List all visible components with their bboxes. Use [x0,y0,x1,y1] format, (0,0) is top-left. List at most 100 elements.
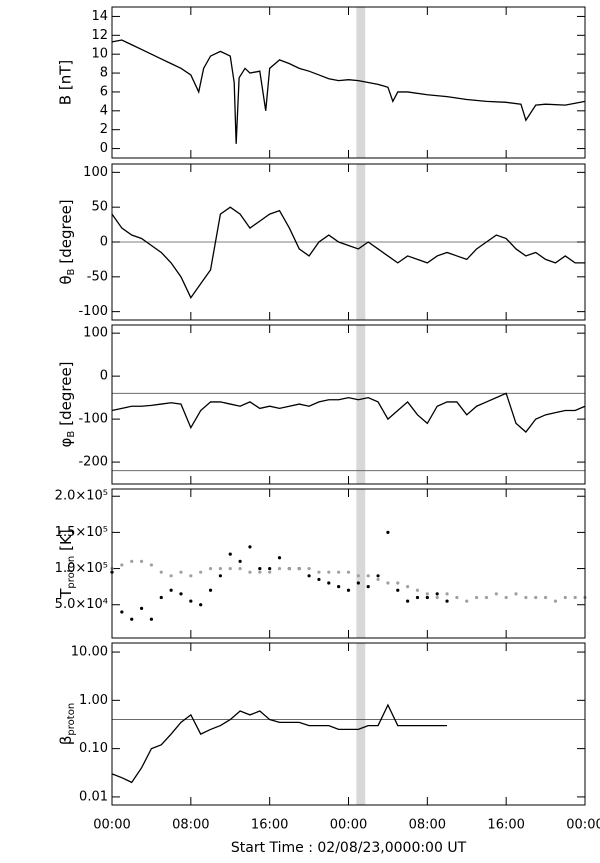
y-tick-label: 5.0×10⁴ [55,597,108,612]
data-point [396,581,400,585]
data-point [139,559,144,563]
data-point [484,595,489,600]
data-point [199,570,203,574]
data-point [277,566,282,571]
y-tick-label: 100 [83,326,108,341]
y-tick-label: 1.0×10⁵ [55,561,108,576]
panel: 0 2 4 6 8 10 12 14 B [nT] [57,6,586,159]
data-line [111,703,448,784]
data-point [563,595,567,600]
data-point [179,570,183,574]
data-point [543,595,548,600]
data-point [327,570,331,574]
data-line [111,392,586,433]
y-tick-label: 2 [100,122,108,137]
y-tick-label: 4 [100,103,108,118]
data-point [386,530,390,534]
y-label-symbol: β [57,736,75,746]
data-point [169,574,173,578]
y-tick-label: -200 [78,455,108,470]
highlight-band [356,489,366,638]
data-point [415,595,420,600]
data-point [228,552,232,556]
y-tick-label: 12 [91,28,108,43]
data-point [248,570,252,574]
panel: -100 -50 0 50 100 θB [degree] [57,163,586,321]
y-label-symbol: φ [57,438,75,448]
data-point [396,588,400,592]
data-point [425,592,429,596]
plot-frame [111,642,586,806]
y-tick-label: 1.00 [79,693,108,708]
y-tick-label: 100 [83,165,108,180]
data-point [287,566,291,571]
data-point [445,592,449,596]
data-point [179,592,183,596]
panel: 5.0×10⁴ 1.0×10⁵ 1.5×10⁵ 2.0×10⁵ Tproton [K] [55,488,587,639]
data-point [415,588,420,592]
data-point [139,606,144,610]
x-axis-label: Start Time : 02/08/23,0000:00 UT [231,840,467,856]
plot-frame [111,6,586,159]
x-tick-label: 00:00 [330,818,367,833]
data-point [268,566,272,571]
y-label-subscript: B [66,268,77,275]
data-point [337,570,341,574]
panel: 0.01 0.10 1.00 10.00 00:00 08:00 16:00 00:00 08:… [57,642,600,856]
data-point [189,574,193,578]
highlight-band [356,643,366,805]
data-point [297,566,301,571]
data-point [435,592,439,596]
data-point [218,574,222,578]
data-point [356,574,360,578]
x-tick-label: 00:00 [566,818,600,833]
y-tick-label: 14 [91,9,108,24]
data-point [445,599,449,603]
data-point [475,595,479,600]
panel: -200 -100 0 100 φB [degree] [57,324,586,485]
y-tick-label: 0.01 [79,789,108,804]
data-point [238,566,242,571]
data-point [573,595,577,600]
data-point [238,559,242,563]
data-point [120,563,124,567]
data-point [317,577,321,582]
data-point [553,599,558,603]
x-tick-label: 00:00 [93,818,130,833]
data-point [356,581,360,585]
data-point [504,595,508,600]
y-tick-label: 2.0×10⁵ [55,489,108,504]
data-point [327,581,331,585]
y-tick-label: 8 [100,66,108,81]
data-point [307,574,311,578]
data-point [218,566,222,571]
y-tick-label: -50 [87,269,108,284]
y-tick-label: 0 [100,141,108,156]
data-point [268,570,272,574]
data-point [406,585,410,589]
data-point [258,566,262,571]
data-point [534,595,538,600]
data-point [366,585,370,589]
y-label-subscript: B [66,431,77,438]
data-point [514,592,518,596]
y-label-unit: [degree] [57,199,75,263]
y-axis-label: Tproton [K] [57,529,78,598]
data-point [159,595,163,600]
data-point [386,581,390,585]
y-label-unit: [degree] [57,361,75,425]
y-tick-label: 10 [91,47,108,62]
data-point [346,570,351,574]
data-point [406,599,410,603]
highlight-band [356,325,366,484]
y-tick-label: 6 [100,84,108,99]
data-point [199,603,203,607]
y-axis-label: βproton [57,703,78,745]
data-point [258,570,262,574]
data-point [208,566,213,571]
y-label-subscript: proton [66,703,77,736]
data-point [159,570,163,574]
data-point [130,617,134,621]
data-point [465,599,469,603]
